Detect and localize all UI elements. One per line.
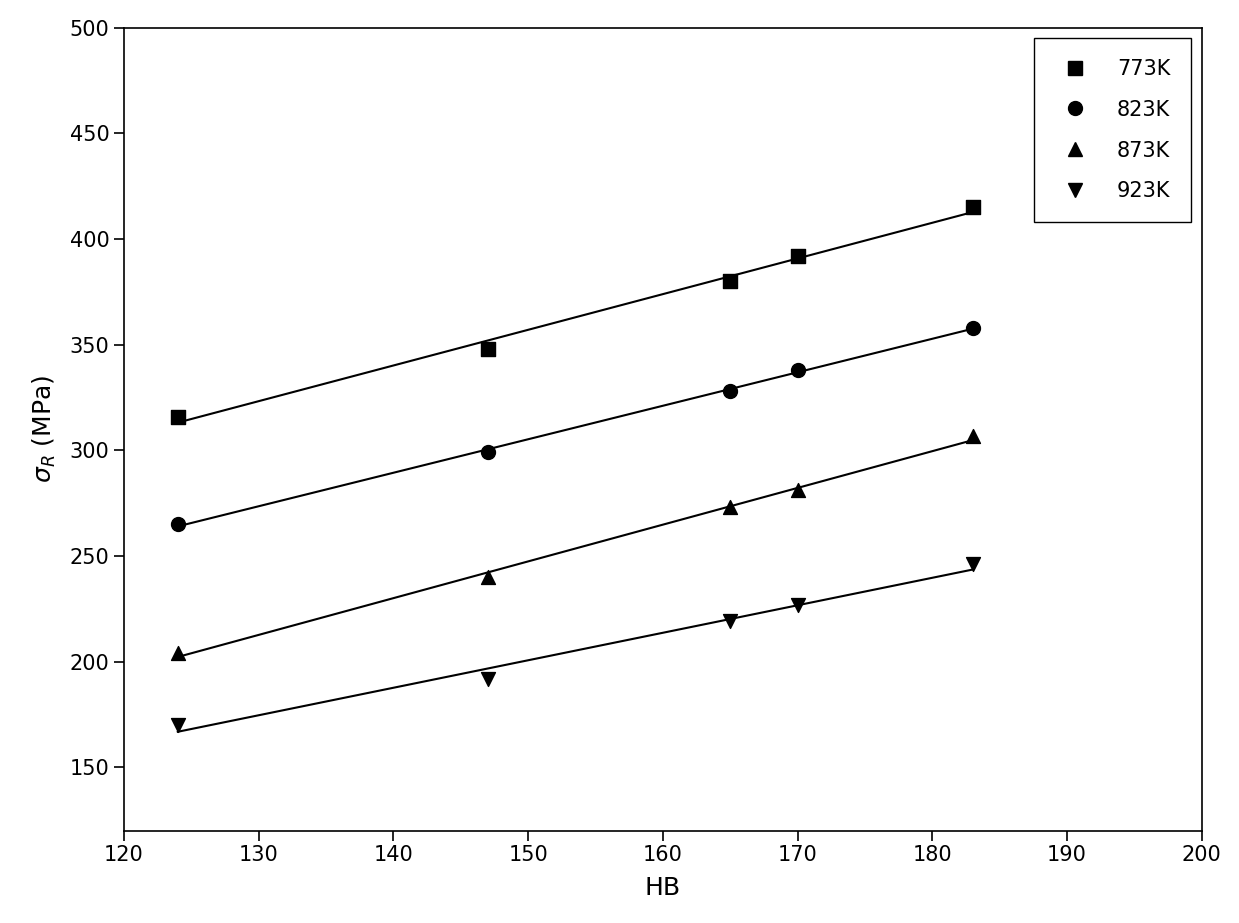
X-axis label: HB: HB <box>644 877 681 901</box>
Point <box>169 409 188 424</box>
Y-axis label: $\sigma$$_{R}$ (MPa): $\sigma$$_{R}$ (MPa) <box>31 375 58 484</box>
Point <box>169 718 188 733</box>
Point <box>963 200 983 215</box>
Point <box>720 500 740 515</box>
Point <box>720 384 740 399</box>
Point <box>478 342 498 356</box>
Point <box>720 614 740 629</box>
Point <box>169 646 188 661</box>
Point <box>963 557 983 572</box>
Point <box>169 517 188 532</box>
Point <box>720 274 740 289</box>
Point <box>788 363 808 378</box>
Legend: 773K, 823K, 873K, 923K: 773K, 823K, 873K, 923K <box>1033 38 1192 222</box>
Point <box>788 248 808 263</box>
Point <box>788 597 808 612</box>
Point <box>478 445 498 460</box>
Point <box>963 320 983 335</box>
Point <box>788 483 808 497</box>
Point <box>963 428 983 443</box>
Point <box>478 671 498 686</box>
Point <box>478 569 498 584</box>
